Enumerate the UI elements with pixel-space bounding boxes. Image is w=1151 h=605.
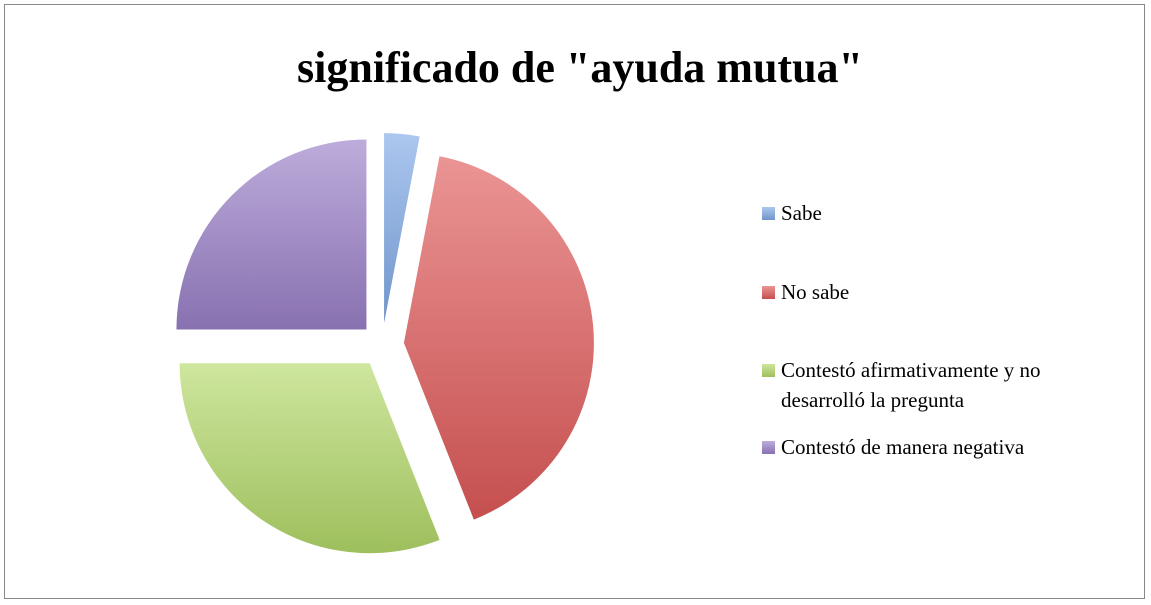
legend-swatch: [762, 207, 775, 220]
legend-swatch: [762, 441, 775, 454]
legend-item: No sabe: [762, 277, 1122, 307]
legend-label: Sabe: [781, 201, 822, 225]
legend-label: No sabe: [781, 280, 850, 304]
legend-label: Contestó afirmativamente y no desarrolló…: [781, 358, 1041, 412]
pie-slice: [384, 133, 420, 324]
chart-frame: [4, 4, 1145, 599]
legend-item: Contestó afirmativamente y no desarrolló…: [762, 355, 1122, 415]
legend-label: Contestó de manera negativa: [781, 435, 1025, 459]
pie-slice: [403, 156, 594, 520]
legend-swatch: [762, 364, 775, 377]
pie-slice: [179, 363, 440, 554]
pie-slice: [176, 139, 367, 330]
chart-title: significado de "ayuda mutua": [297, 43, 863, 92]
legend-swatch: [762, 286, 775, 299]
legend-item: Sabe: [762, 198, 1122, 228]
legend-item: Contestó de manera negativa: [762, 432, 1122, 462]
